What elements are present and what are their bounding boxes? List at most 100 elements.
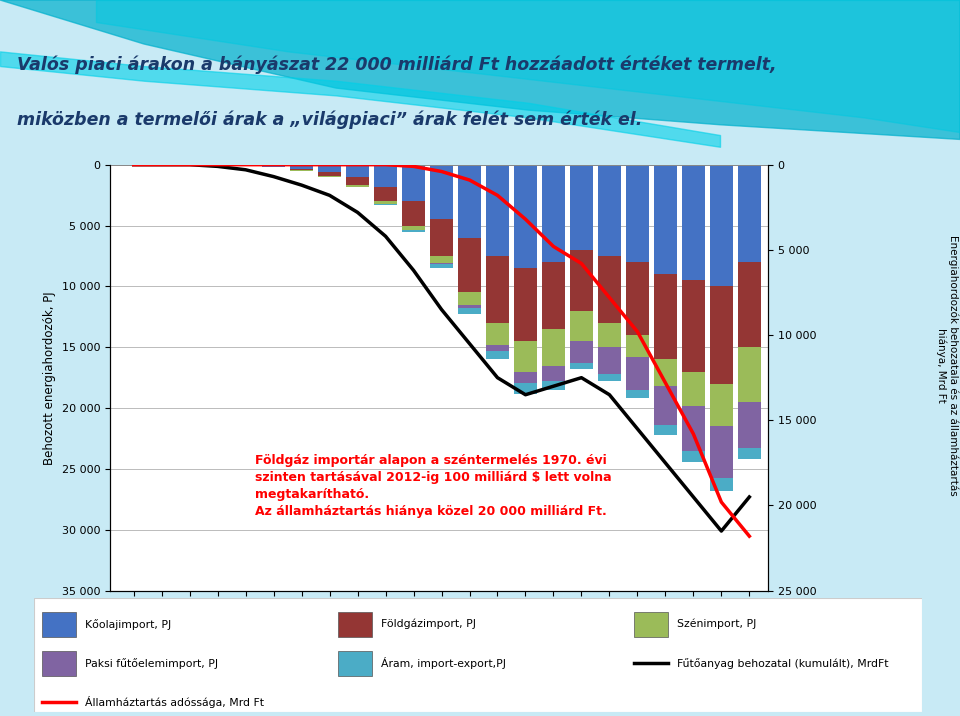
Bar (598, 165, 621, 256)
Bar (514, 382, 538, 394)
Bar (654, 386, 677, 425)
Bar (430, 263, 453, 264)
Bar (737, 262, 761, 347)
Fűtőanyag behozatal (kumulált), MrdFt (687, 493, 699, 501)
Bar (402, 201, 425, 226)
Bar (598, 323, 621, 347)
Fűtőanyag behozatal (kumulált), MrdFt (519, 390, 531, 399)
Bar (682, 165, 705, 280)
Text: Paksi fűtőelemimport, PJ: Paksi fűtőelemimport, PJ (85, 658, 218, 669)
Bar (737, 402, 761, 448)
Bar (346, 165, 370, 177)
Bar (654, 274, 677, 359)
Bar (290, 165, 313, 169)
Bar (570, 341, 593, 363)
Államháztartás adóssága, Mrd Ft (296, 160, 307, 169)
Bar (626, 262, 649, 335)
Bar (373, 187, 397, 201)
Text: Földgázimport, PJ: Földgázimport, PJ (381, 619, 476, 629)
Fűtőanyag behozatal (kumulált), MrdFt (464, 339, 475, 348)
Text: Valós piaci árakon a bányászat 22 000 milliárd Ft hozzáadott értéket termelt,: Valós piaci árakon a bányászat 22 000 mi… (17, 56, 777, 74)
Államháztartás adóssága, Mrd Ft (519, 215, 531, 223)
Fűtőanyag behozatal (kumulált), MrdFt (351, 208, 363, 217)
Államháztartás adóssága, Mrd Ft (351, 160, 363, 169)
Bar (682, 280, 705, 372)
Bar (339, 651, 372, 676)
Fűtőanyag behozatal (kumulált), MrdFt (408, 266, 420, 275)
Bar (737, 165, 761, 262)
Bar (709, 384, 733, 426)
Text: Fűtőanyag behozatal (kumulált), MrdFt: Fűtőanyag behozatal (kumulált), MrdFt (677, 658, 889, 669)
Fűtőanyag behozatal (kumulált), MrdFt (268, 173, 279, 181)
Államháztartás adóssága, Mrd Ft (408, 162, 420, 170)
Bar (458, 165, 481, 238)
Fűtőanyag behozatal (kumulált), MrdFt (240, 165, 252, 174)
Államháztartás adóssága, Mrd Ft (156, 160, 167, 169)
Bar (654, 359, 677, 386)
Bar (373, 201, 397, 204)
Bar (486, 351, 509, 359)
Bar (635, 611, 668, 637)
Államháztartás adóssága, Mrd Ft (268, 160, 279, 169)
Fűtőanyag behozatal (kumulált), MrdFt (632, 425, 643, 433)
Bar (42, 611, 76, 637)
Államháztartás adóssága, Mrd Ft (128, 160, 139, 169)
Y-axis label: Behozott energiahordozók, PJ: Behozott energiahordozók, PJ (43, 291, 57, 465)
Fűtőanyag behozatal (kumulált), MrdFt (715, 527, 727, 536)
Bar (654, 425, 677, 435)
Bar (373, 165, 397, 187)
Bar (373, 204, 397, 205)
Államháztartás adóssága, Mrd Ft (715, 498, 727, 506)
Bar (402, 165, 425, 201)
Bar (430, 165, 453, 219)
Fűtőanyag behozatal (kumulált), MrdFt (212, 162, 224, 170)
Bar (458, 304, 481, 308)
Bar (318, 165, 341, 172)
Bar (709, 478, 733, 491)
Bar (570, 165, 593, 250)
Bar (737, 347, 761, 402)
Bar (598, 256, 621, 323)
Line: Fűtőanyag behozatal (kumulált), MrdFt: Fűtőanyag behozatal (kumulált), MrdFt (133, 165, 750, 531)
Bar (430, 219, 453, 256)
Bar (514, 372, 538, 382)
Bar (570, 311, 593, 341)
Államháztartás adóssága, Mrd Ft (240, 160, 252, 169)
Bar (541, 365, 565, 382)
Bar (402, 231, 425, 232)
Bar (430, 264, 453, 268)
Államháztartás adóssága, Mrd Ft (184, 160, 196, 169)
Bar (570, 363, 593, 369)
Text: Földgáz importár alapon a széntermelés 1970. évi
szinten tartásával 2012-ig 100 : Földgáz importár alapon a széntermelés 1… (255, 455, 612, 518)
Bar (570, 250, 593, 311)
Bar (486, 345, 509, 351)
Bar (541, 165, 565, 262)
Bar (458, 292, 481, 305)
Bar (346, 185, 370, 187)
Bar (682, 406, 705, 451)
Bar (737, 448, 761, 459)
Államháztartás adóssága, Mrd Ft (436, 168, 447, 176)
Bar (626, 335, 649, 357)
Text: Energiahordozók behozatala és az államháztartás
hiánya, Mrd Ft: Energiahordozók behozatala és az államhá… (936, 235, 959, 495)
Bar (541, 329, 565, 365)
Line: Államháztartás adóssága, Mrd Ft: Államháztartás adóssága, Mrd Ft (133, 165, 750, 536)
Fűtőanyag behozatal (kumulált), MrdFt (604, 390, 615, 399)
Bar (42, 651, 76, 676)
Államháztartás adóssága, Mrd Ft (687, 430, 699, 438)
Fűtőanyag behozatal (kumulált), MrdFt (184, 160, 196, 169)
Bar (626, 357, 649, 390)
Bar (486, 165, 509, 256)
Bar (430, 256, 453, 263)
Bar (486, 323, 509, 345)
Fűtőanyag behozatal (kumulált), MrdFt (324, 191, 335, 200)
Államháztartás adóssága, Mrd Ft (744, 532, 756, 541)
Bar (709, 286, 733, 384)
Bar (458, 308, 481, 314)
Bar (402, 226, 425, 231)
Bar (458, 238, 481, 292)
Bar (709, 426, 733, 478)
Fűtőanyag behozatal (kumulált), MrdFt (660, 459, 671, 468)
Bar (598, 347, 621, 374)
Államháztartás adóssága, Mrd Ft (660, 379, 671, 387)
